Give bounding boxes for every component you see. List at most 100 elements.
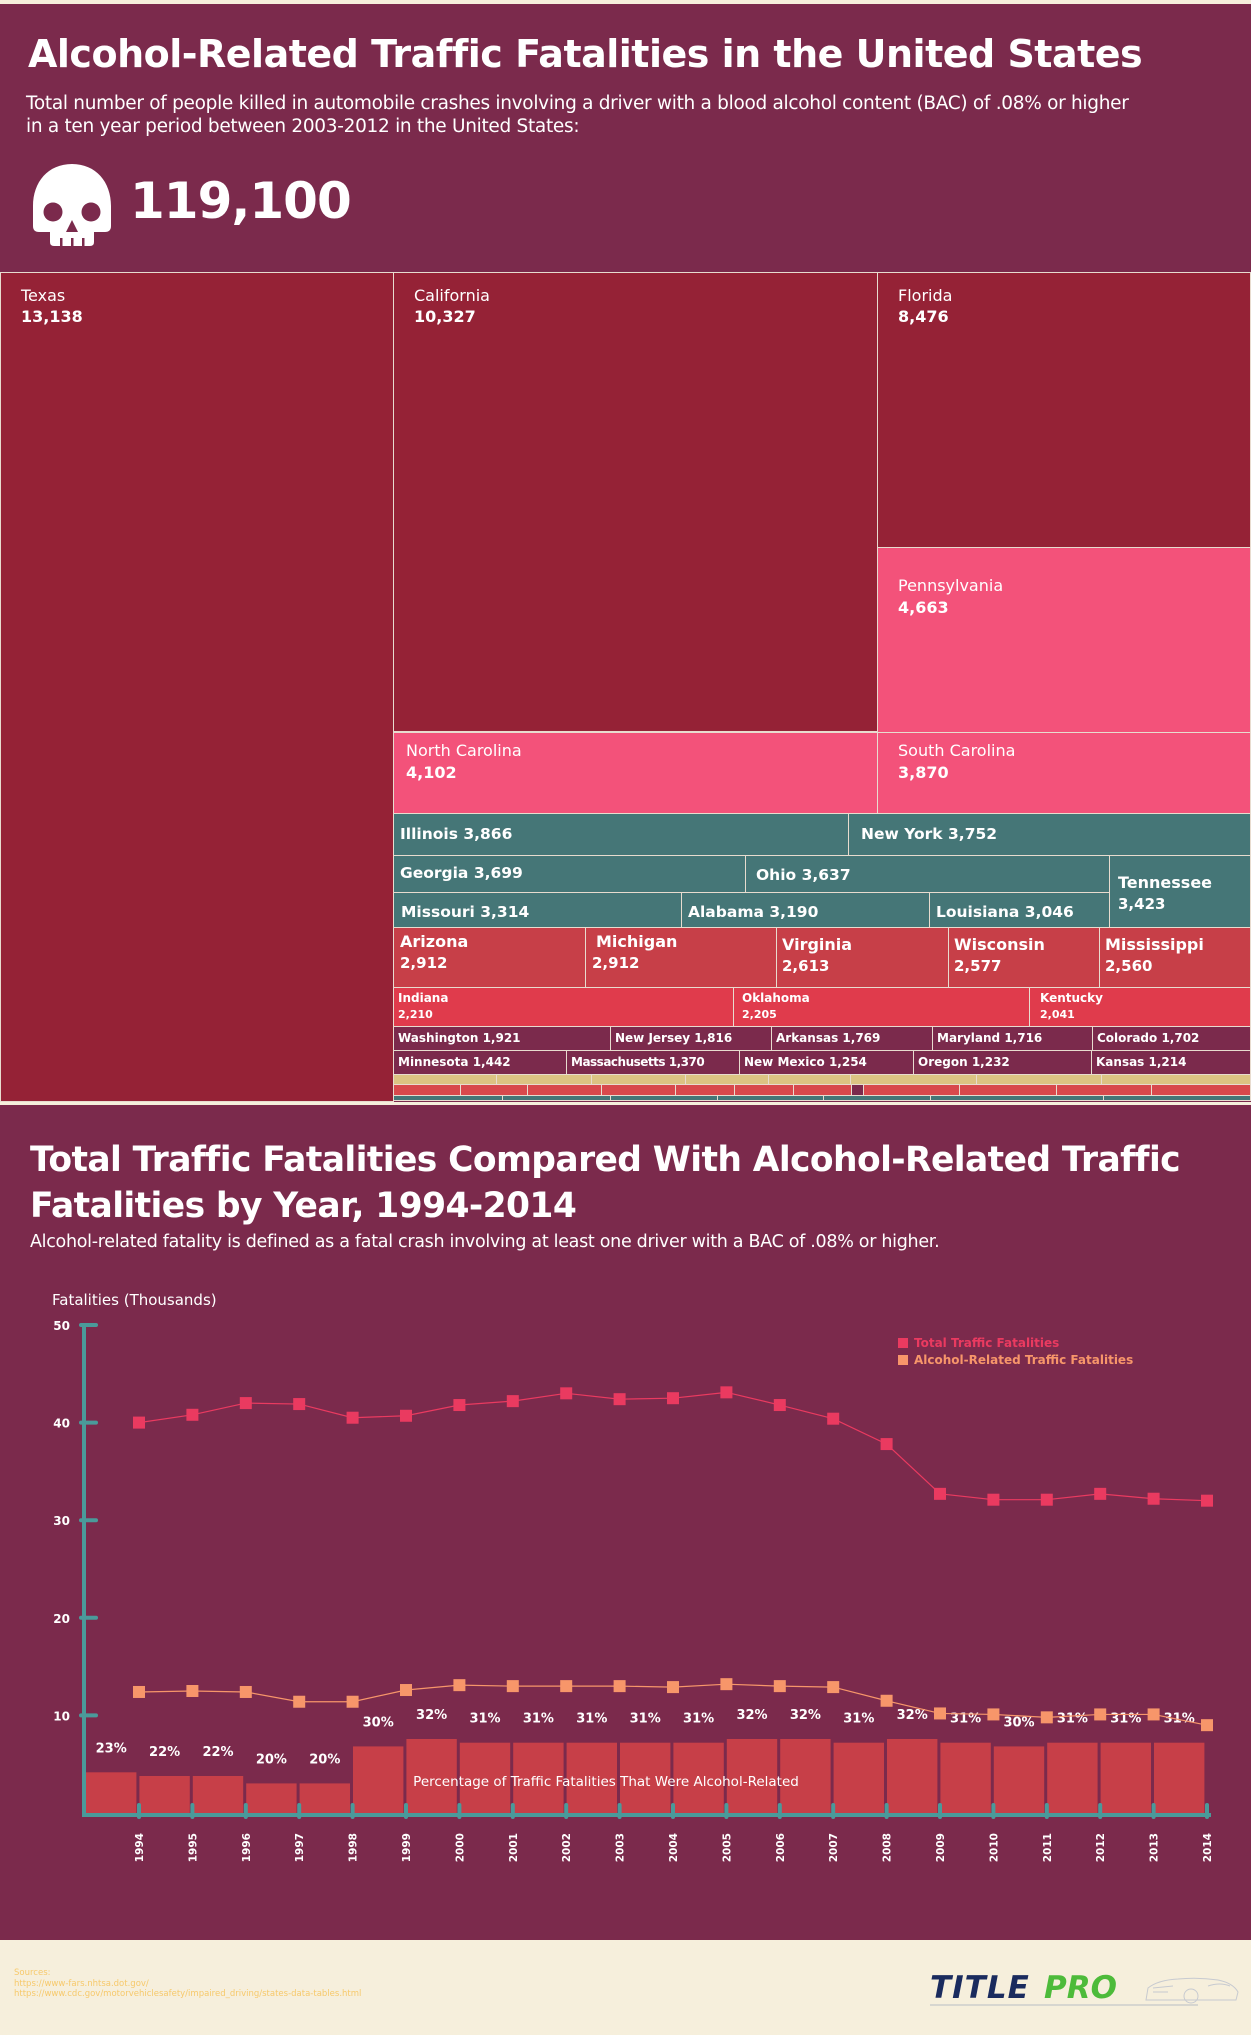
state-value: 13,138	[21, 307, 83, 326]
state-value: 3,190	[769, 903, 819, 921]
percentage-label: 32%	[897, 1708, 928, 1723]
treemap-cell-louisiana: Louisiana 3,046	[929, 892, 1110, 928]
state-name: Missouri	[401, 903, 475, 921]
chart-subtitle: Alcohol-related fatality is defined as a…	[30, 1232, 940, 1252]
state-treemap: Texas 13,138 California 10,327 Florida 8…	[0, 272, 1251, 1102]
treemap-cell-new-york: New York 3,752	[848, 813, 1251, 856]
state-name: Illinois	[400, 825, 458, 843]
alcohol-fatalities-point	[1147, 1708, 1160, 1721]
state-name: Kentucky	[1040, 991, 1103, 1005]
header-description: Total number of people killed in automob…	[26, 93, 1129, 137]
percentage-bar	[1100, 1742, 1151, 1813]
state-label: Colorado 1,702	[1097, 1031, 1199, 1045]
y-tick-label: 40	[53, 1417, 70, 1431]
treemap-cell-pennsylvania: Pennsylvania 4,663	[877, 547, 1251, 733]
x-tick-label: 1999	[401, 1833, 413, 1862]
state-name: North Carolina	[406, 741, 522, 760]
state-value: 1,716	[1004, 1031, 1043, 1045]
total-fatalities-point	[506, 1395, 519, 1408]
state-value: 2,210	[398, 1008, 433, 1021]
alcohol-fatalities-point	[186, 1685, 199, 1697]
state-value: 1,702	[1161, 1031, 1200, 1045]
state-label: Ohio 3,637	[756, 866, 851, 884]
state-name: Louisiana	[936, 903, 1020, 921]
treemap-cell-indiana: Indiana 2,210	[393, 987, 734, 1027]
state-value: 3,046	[1024, 903, 1074, 921]
state-name: Massachusetts	[571, 1055, 666, 1069]
total-fatalities-point	[1040, 1493, 1053, 1506]
state-name: Oregon	[918, 1055, 968, 1069]
total-fatalities-point	[1147, 1492, 1160, 1505]
total-fatalities-point	[613, 1393, 626, 1406]
state-label: Arkansas 1,769	[776, 1031, 880, 1045]
source-link[interactable]: https://www-fars.nhtsa.dot.gov/	[14, 1978, 149, 1989]
header: Alcohol-Related Traffic Fatalities in th…	[0, 4, 1251, 272]
treemap-cell-south-carolina: South Carolina 3,870	[877, 732, 1251, 814]
percentage-bar	[620, 1742, 671, 1813]
alcohol-fatalities-point	[667, 1681, 679, 1694]
treemap-cell-kansas: Kansas 1,214	[1091, 1050, 1251, 1075]
treemap-cell-georgia: Georgia 3,699	[393, 855, 746, 893]
percentage-label: 22%	[149, 1745, 180, 1760]
state-value: 10,327	[414, 307, 476, 326]
state-name: New York	[861, 825, 943, 843]
percentage-label: 31%	[1057, 1712, 1088, 1727]
percentage-bar	[192, 1776, 244, 1813]
treemap-cell-arizona: Arizona 2,912	[393, 927, 586, 988]
total-fatalities-point	[667, 1392, 679, 1405]
sources: Sources: https://www-fars.nhtsa.dot.gov/…	[14, 1968, 361, 2000]
alcohol-fatalities-point	[560, 1680, 573, 1693]
x-tick-label: 2006	[775, 1833, 787, 1862]
total-fatalities-point	[880, 1438, 893, 1451]
state-value: 1,442	[472, 1055, 511, 1069]
treemap-cell-mississippi: Mississippi 2,560	[1099, 927, 1251, 988]
total-fatalities-point	[987, 1493, 1000, 1506]
treemap-cell-illinois: Illinois 3,866	[393, 813, 849, 856]
state-name: Oklahoma	[742, 991, 810, 1005]
state-name: Tennessee	[1118, 873, 1213, 892]
treemap-cell-missouri: Missouri 3,314	[393, 892, 682, 928]
treemap-cell-washington: Washington 1,921	[393, 1026, 611, 1051]
total-fatalities-point	[133, 1416, 145, 1429]
state-value: 4,663	[898, 598, 949, 617]
alcohol-fatalities-point	[720, 1678, 733, 1691]
legend: Total Traffic Fatalities Alcohol-Related…	[898, 1336, 1133, 1367]
source-link[interactable]: https://www.cdc.gov/motorvehiclesafety/i…	[14, 1989, 362, 1999]
state-label: Massachusetts 1,370	[571, 1055, 705, 1069]
alcohol-fatalities-point	[346, 1695, 359, 1708]
total-fatalities-point	[293, 1398, 306, 1411]
state-value: 2,613	[782, 957, 830, 975]
state-name: Minnesota	[398, 1055, 469, 1069]
alcohol-fatalities-point	[827, 1681, 840, 1694]
state-name: Kansas	[1096, 1055, 1145, 1069]
y-axis: 50 40 30 20 10	[53, 1319, 98, 1815]
state-name: Virginia	[782, 935, 853, 954]
x-tick-label: 2002	[561, 1833, 573, 1862]
total-fatalities-point	[1201, 1494, 1213, 1507]
percentage-label: 31%	[843, 1712, 874, 1727]
state-value: 3,752	[948, 825, 998, 843]
state-label: New Jersey 1,816	[615, 1031, 732, 1045]
treemap-cell-new-mexico: New Mexico 1,254	[739, 1050, 914, 1075]
treemap-cell-tennessee: Tennessee 3,423	[1109, 855, 1251, 928]
treemap-cell-massachusetts: Massachusetts 1,370	[566, 1050, 740, 1075]
percentage-label: 31%	[469, 1712, 500, 1727]
state-name: Michigan	[596, 932, 678, 951]
x-tick-label: 1996	[241, 1833, 253, 1862]
treemap-cell-michigan: Michigan 2,912	[585, 927, 777, 988]
state-name: New Jersey	[615, 1031, 691, 1045]
percentage-label: 20%	[309, 1752, 340, 1767]
state-label: Kansas 1,214	[1096, 1055, 1186, 1069]
state-name: Alabama	[688, 903, 764, 921]
x-tick-label: 2012	[1095, 1833, 1107, 1862]
percentage-bar	[86, 1772, 137, 1813]
state-value: 1,769	[842, 1031, 881, 1045]
state-value: 4,102	[406, 763, 457, 782]
state-value: 1,921	[482, 1031, 521, 1045]
page-title: Alcohol-Related Traffic Fatalities in th…	[28, 32, 1143, 76]
x-tick-label: 1995	[187, 1833, 199, 1862]
sources-label: Sources:	[14, 1968, 51, 1978]
y-tick-label: 20	[53, 1612, 70, 1626]
chart-title: Total Traffic Fatalities Compared With A…	[30, 1140, 1181, 1226]
percentage-bar	[459, 1742, 511, 1813]
